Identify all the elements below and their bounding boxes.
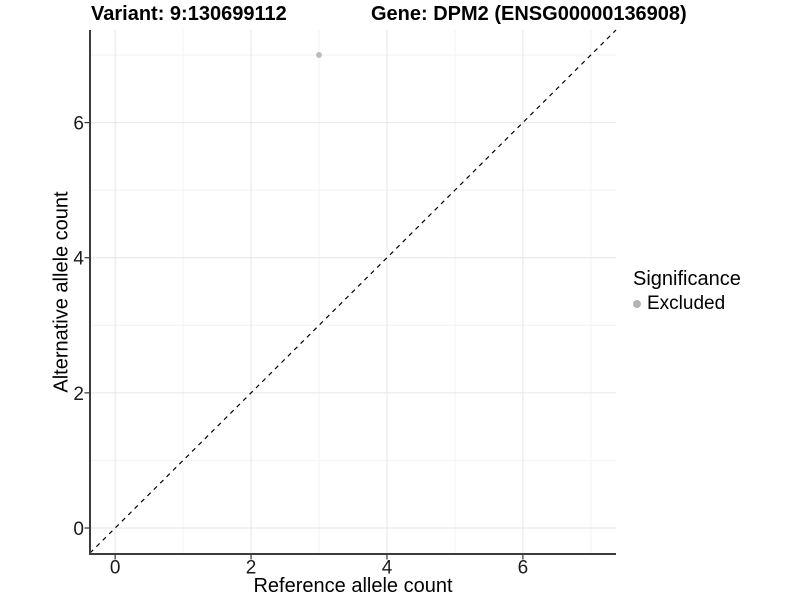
y-tick-label: 6: [73, 114, 84, 135]
x-tick-label: 2: [246, 558, 257, 579]
data-point: [316, 52, 323, 59]
legend: Significance Excluded: [633, 268, 741, 315]
x-tick-label: 4: [382, 558, 393, 579]
identity-line: [89, 29, 617, 554]
x-tick-label: 6: [518, 558, 529, 579]
plot-title-variant: Variant: 9:130699112: [91, 3, 287, 25]
y-tick-label: 4: [73, 249, 84, 270]
x-tick-label: 0: [110, 558, 121, 579]
legend-item-label: Excluded: [647, 293, 726, 314]
y-tick-label: 2: [73, 384, 84, 405]
legend-title: Significance: [633, 268, 741, 290]
y-tick-label: 0: [73, 519, 84, 540]
legend-key-dot-icon: [633, 300, 641, 308]
plot-title-gene: Gene: DPM2 (ENSG00000136908): [371, 3, 687, 25]
y-axis-title: Alternative allele count: [50, 191, 73, 393]
legend-item-excluded: Excluded: [633, 293, 741, 315]
x-axis-title: Reference allele count: [253, 575, 453, 597]
